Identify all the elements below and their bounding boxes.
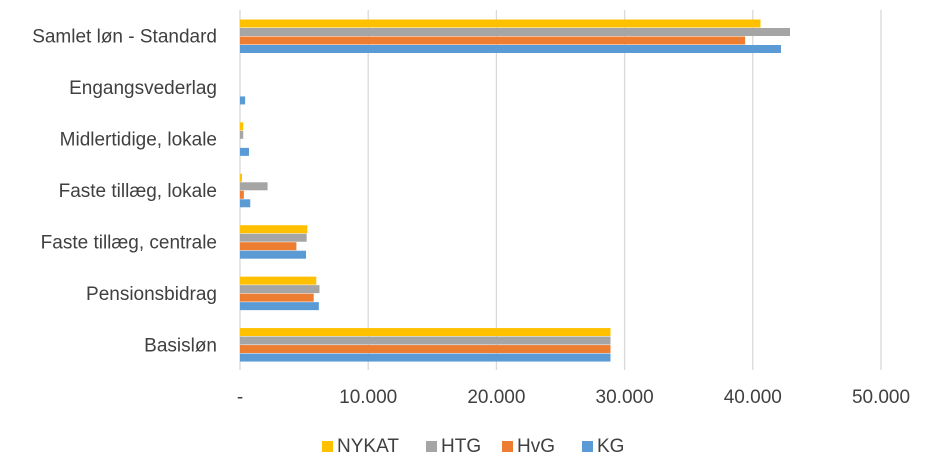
bar-kg-5 — [240, 302, 319, 311]
bar-hvg-5 — [240, 293, 314, 302]
bar-kg-1 — [240, 96, 246, 105]
bar-hvg-0 — [240, 36, 746, 45]
category-label-0: Samlet løn - Standard — [32, 27, 217, 48]
bar-kg-3 — [240, 199, 251, 208]
bar-htg-5 — [240, 285, 320, 294]
bar-nykat-0 — [240, 19, 761, 28]
legend-label-nykat: NYKAT — [337, 436, 399, 457]
legend-label-kg: KG — [597, 436, 624, 457]
bar-htg-2 — [240, 130, 244, 139]
gridlines — [239, 10, 882, 370]
legend-swatch-kg — [582, 441, 593, 452]
bar-kg-2 — [240, 147, 249, 156]
legend-label-htg: HTG — [441, 436, 481, 457]
legend-swatch-hvg — [502, 441, 513, 452]
category-label-5: Pensionsbidrag — [86, 284, 217, 305]
bar-nykat-4 — [240, 225, 308, 234]
x-tick-label-3: 30.000 — [596, 387, 654, 408]
bar-nykat-2 — [240, 122, 244, 131]
legend-label-hvg: HvG — [517, 436, 555, 457]
bar-kg-6 — [240, 353, 611, 362]
bar-nykat-3 — [240, 173, 242, 182]
x-tick-label-5: 50.000 — [852, 387, 910, 408]
x-tick-labels: - 10.000 20.000 30.000 40.000 50.000 — [237, 387, 910, 408]
bar-htg-6 — [240, 336, 611, 345]
legend-swatch-nykat — [322, 441, 333, 452]
bar-nykat-6 — [240, 328, 611, 337]
bar-htg-3 — [240, 182, 268, 191]
legend: NYKAT HTG HvG KG — [322, 436, 624, 457]
bar-htg-0 — [240, 28, 790, 36]
legend-swatch-htg — [426, 441, 437, 452]
bar-nykat-5 — [240, 276, 317, 285]
category-label-4: Faste tillæg, centrale — [41, 232, 217, 253]
category-label-3: Faste tillæg, lokale — [59, 181, 217, 202]
bar-htg-4 — [240, 233, 307, 242]
bar-hvg-4 — [240, 242, 297, 251]
bars — [240, 19, 790, 362]
bar-kg-0 — [240, 45, 782, 53]
category-label-1: Engangsvederlag — [69, 78, 217, 99]
bar-kg-4 — [240, 250, 307, 259]
category-label-2: Midlertidige, lokale — [60, 130, 217, 151]
x-tick-label-2: 20.000 — [467, 387, 525, 408]
bar-hvg-3 — [240, 190, 244, 199]
x-tick-label-0: - — [237, 387, 243, 408]
x-tick-label-1: 10.000 — [339, 387, 397, 408]
category-label-6: Basisløn — [144, 335, 217, 356]
x-tick-label-4: 40.000 — [724, 387, 782, 408]
bar-hvg-6 — [240, 345, 611, 354]
category-labels: Samlet løn - Standard Engangsvederlag Midl… — [32, 27, 217, 357]
